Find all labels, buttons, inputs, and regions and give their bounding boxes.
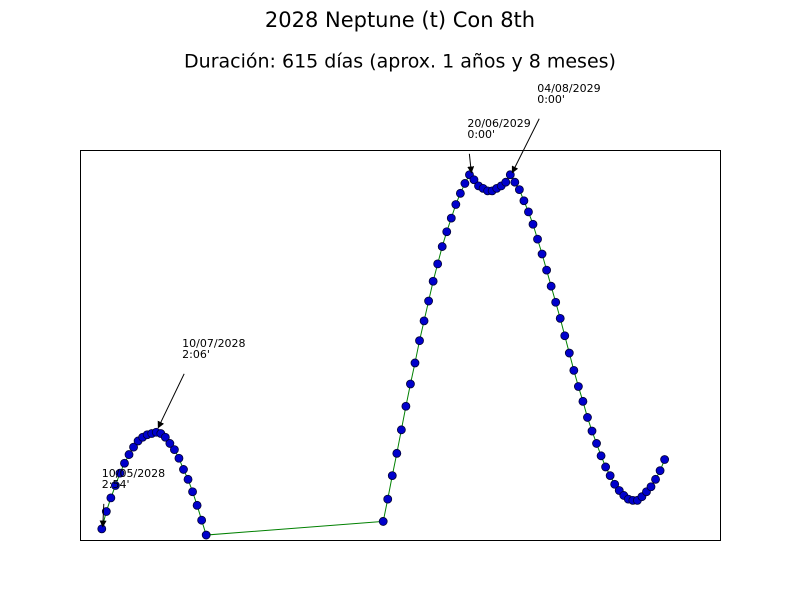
data-point (455, 188, 465, 198)
data-point (410, 358, 420, 368)
data-point (573, 382, 583, 391)
data-point (533, 234, 542, 244)
annotation-text: 10/05/2028 (102, 467, 165, 480)
data-point (201, 530, 211, 540)
data-point (383, 494, 393, 504)
data-point (433, 259, 443, 269)
data-point (551, 297, 561, 307)
data-point (564, 348, 574, 358)
data-point (651, 474, 660, 484)
data-point (646, 482, 656, 492)
data-point (160, 432, 170, 442)
data-point (569, 365, 579, 375)
data-point (415, 336, 424, 346)
data-point (165, 439, 175, 448)
data-point (578, 396, 588, 406)
annotation-text: 10/07/2028 (182, 337, 245, 350)
data-point (378, 517, 388, 526)
data-point (437, 242, 447, 251)
data-point (183, 474, 193, 484)
data-point (101, 507, 111, 516)
annotation-text: 0:00' (537, 93, 565, 106)
data-point (524, 207, 533, 217)
data-point (510, 177, 520, 187)
data-point (528, 219, 538, 229)
data-point (601, 462, 611, 472)
data-point (542, 265, 552, 275)
data-point (387, 471, 397, 481)
annotation-text: 2:06' (182, 348, 210, 361)
data-point (124, 450, 134, 459)
data-point (401, 401, 411, 411)
data-point (587, 426, 597, 436)
data-point (660, 455, 670, 464)
data-point (655, 466, 665, 476)
data-point (555, 313, 565, 323)
data-point (469, 175, 479, 185)
annotation-text: 0:00' (467, 128, 495, 141)
data-point (406, 379, 415, 389)
annotation-arrow (99, 503, 107, 528)
data-point (442, 227, 452, 237)
data-point (460, 179, 470, 188)
data-point (170, 445, 179, 455)
data-point (428, 276, 438, 286)
plot-frame (80, 150, 721, 541)
data-point (129, 442, 138, 452)
chart-subtitle: Duración: 615 días (aprox. 1 años y 8 me… (184, 51, 616, 73)
data-point (560, 331, 570, 341)
data-point (519, 196, 529, 206)
annotation-arrow (157, 373, 185, 429)
data-point (514, 185, 524, 195)
data-point (188, 487, 197, 497)
data-point (451, 200, 461, 209)
data-point (174, 453, 184, 463)
data-point (596, 451, 606, 461)
data-point (97, 524, 107, 534)
annotation-text: 04/08/2029 (537, 82, 600, 95)
data-point (115, 468, 125, 478)
data-point (111, 481, 120, 490)
data-point (106, 493, 116, 503)
data-point (583, 413, 592, 422)
data-point (179, 465, 188, 474)
data-point (446, 213, 456, 223)
data-point (197, 515, 207, 525)
data-point (392, 448, 402, 458)
data-point (396, 425, 406, 435)
data-point (419, 316, 429, 326)
data-point (120, 458, 129, 468)
data-point (192, 500, 202, 510)
data-point (537, 249, 547, 259)
annotation-text: 20/06/2029 (467, 117, 530, 130)
chart-title: 2028 Neptune (t) Con 8th (265, 8, 535, 32)
annotation-arrow (467, 153, 475, 174)
data-point (592, 439, 601, 448)
annotation-text: 2:54' (102, 478, 130, 491)
annotation-arrow (511, 118, 540, 174)
data-point (610, 479, 620, 489)
data-point (424, 296, 433, 306)
data-point (501, 177, 511, 187)
data-point (605, 471, 615, 481)
data-point (546, 281, 556, 291)
